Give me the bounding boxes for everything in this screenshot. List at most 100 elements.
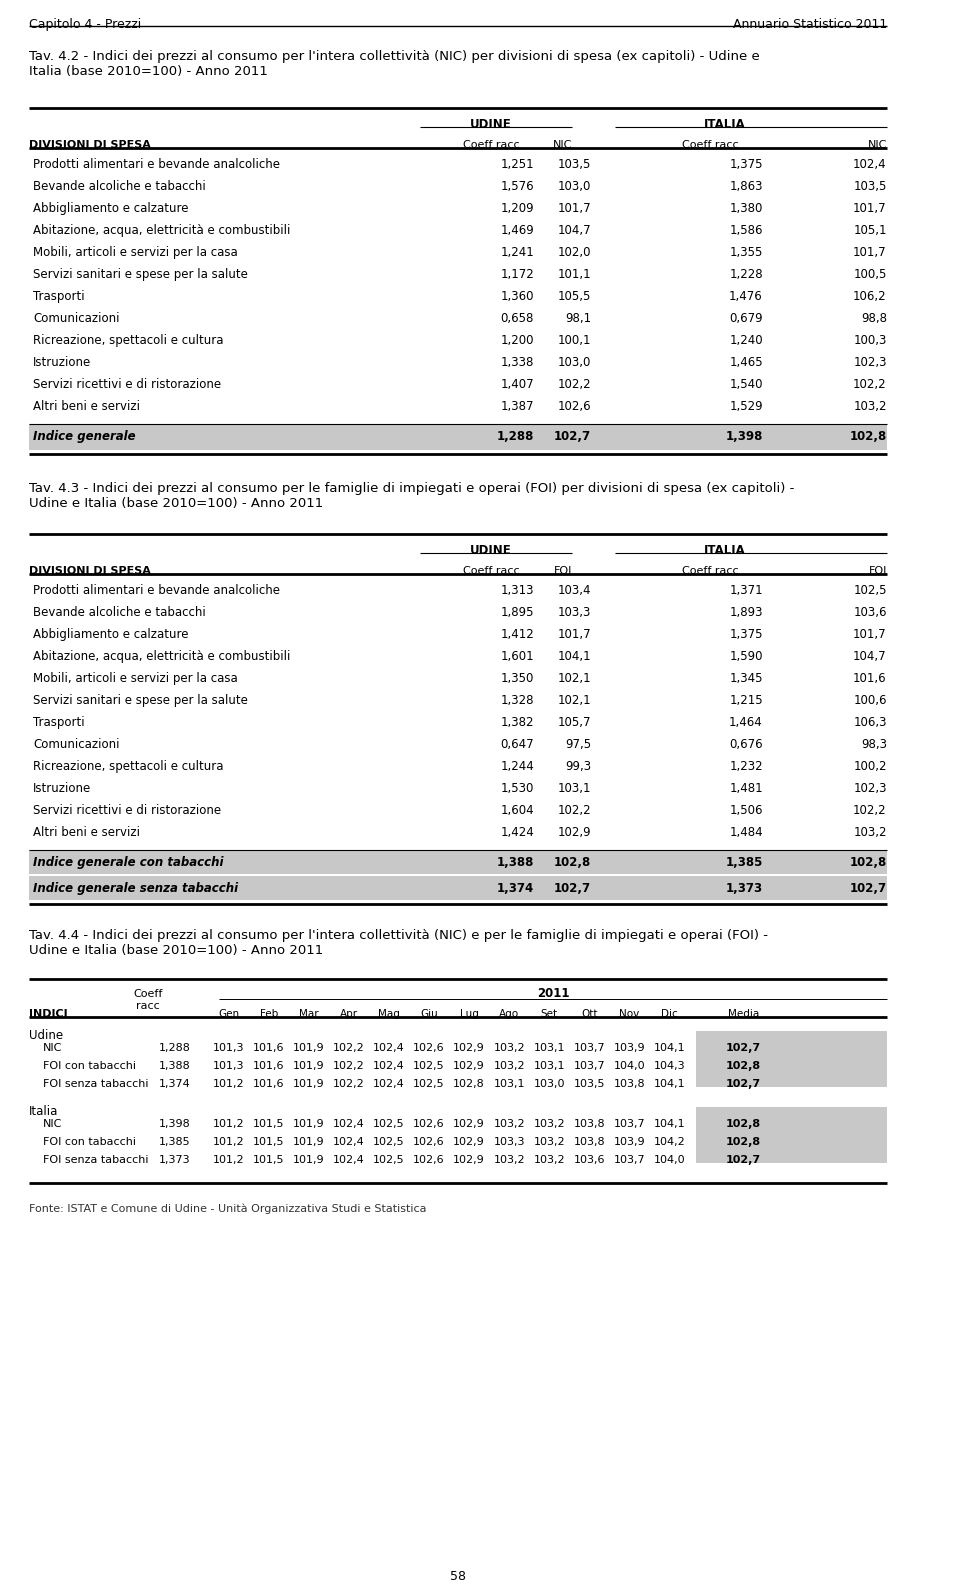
Text: Lug: Lug <box>460 1009 479 1018</box>
Text: Tav. 4.2 - Indici dei prezzi al consumo per l'intera collettività (NIC) per divi: Tav. 4.2 - Indici dei prezzi al consumo … <box>29 49 759 78</box>
Text: 100,1: 100,1 <box>558 334 591 347</box>
Text: 103,7: 103,7 <box>613 1155 645 1165</box>
Text: 101,3: 101,3 <box>213 1061 245 1071</box>
Text: NIC: NIC <box>43 1118 62 1130</box>
Text: 101,9: 101,9 <box>293 1061 324 1071</box>
Text: 102,4: 102,4 <box>333 1118 365 1130</box>
Text: 1,398: 1,398 <box>726 430 763 442</box>
Text: 102,5: 102,5 <box>373 1118 405 1130</box>
Bar <box>696 1142 887 1163</box>
Text: 102,3: 102,3 <box>853 356 887 369</box>
Text: Coeff
racc: Coeff racc <box>133 990 162 1010</box>
Text: 102,5: 102,5 <box>373 1155 405 1165</box>
Text: 1,388: 1,388 <box>159 1061 191 1071</box>
Text: Mar: Mar <box>300 1009 319 1018</box>
Text: 101,6: 101,6 <box>253 1044 285 1053</box>
Text: 0,658: 0,658 <box>500 312 534 325</box>
Text: 105,1: 105,1 <box>853 224 887 237</box>
Text: 1,387: 1,387 <box>500 399 534 414</box>
Text: NIC: NIC <box>868 140 887 150</box>
Text: 1,506: 1,506 <box>730 803 763 818</box>
Text: 102,2: 102,2 <box>333 1044 365 1053</box>
Text: 1,601: 1,601 <box>500 651 534 663</box>
Text: Indice generale senza tabacchi: Indice generale senza tabacchi <box>34 881 238 896</box>
Text: 1,288: 1,288 <box>496 430 534 442</box>
Text: 1,469: 1,469 <box>500 224 534 237</box>
Text: 98,3: 98,3 <box>861 738 887 751</box>
Text: Abbigliamento e calzature: Abbigliamento e calzature <box>34 628 189 641</box>
Text: 1,288: 1,288 <box>158 1044 191 1053</box>
Text: Indice generale con tabacchi: Indice generale con tabacchi <box>34 856 224 869</box>
Text: 1,209: 1,209 <box>500 202 534 215</box>
Text: Trasporti: Trasporti <box>34 290 85 302</box>
Text: Mobili, articoli e servizi per la casa: Mobili, articoli e servizi per la casa <box>34 671 238 686</box>
Text: 101,2: 101,2 <box>213 1155 245 1165</box>
Text: 1,388: 1,388 <box>496 856 534 869</box>
Text: 1,863: 1,863 <box>730 180 763 193</box>
Text: 101,7: 101,7 <box>853 202 887 215</box>
Text: Media: Media <box>728 1009 759 1018</box>
Text: 1,200: 1,200 <box>500 334 534 347</box>
Text: 102,2: 102,2 <box>853 803 887 818</box>
Text: 106,3: 106,3 <box>853 716 887 729</box>
Bar <box>29 850 887 873</box>
Text: 1,895: 1,895 <box>500 606 534 619</box>
Text: 101,1: 101,1 <box>558 267 591 282</box>
Text: 1,241: 1,241 <box>500 247 534 259</box>
Text: 100,5: 100,5 <box>853 267 887 282</box>
Text: 1,604: 1,604 <box>500 803 534 818</box>
Text: 103,2: 103,2 <box>493 1044 525 1053</box>
Text: 1,215: 1,215 <box>730 694 763 706</box>
Bar <box>696 1107 887 1126</box>
Text: 1,374: 1,374 <box>159 1079 191 1088</box>
Text: 0,679: 0,679 <box>730 312 763 325</box>
Text: 103,1: 103,1 <box>558 783 591 796</box>
Text: 103,7: 103,7 <box>613 1118 645 1130</box>
Text: 102,8: 102,8 <box>453 1079 485 1088</box>
Text: 101,9: 101,9 <box>293 1079 324 1088</box>
Text: 1,576: 1,576 <box>500 180 534 193</box>
Text: 1,382: 1,382 <box>500 716 534 729</box>
Text: 102,4: 102,4 <box>373 1079 405 1088</box>
Text: 102,7: 102,7 <box>726 1155 761 1165</box>
Text: Comunicazioni: Comunicazioni <box>34 312 120 325</box>
Text: 1,338: 1,338 <box>500 356 534 369</box>
Text: 102,6: 102,6 <box>413 1138 444 1147</box>
Text: 1,893: 1,893 <box>730 606 763 619</box>
Text: 102,5: 102,5 <box>373 1138 405 1147</box>
Text: 101,5: 101,5 <box>253 1155 285 1165</box>
Text: 104,2: 104,2 <box>654 1138 685 1147</box>
Text: 102,8: 102,8 <box>726 1118 761 1130</box>
Text: 0,647: 0,647 <box>500 738 534 751</box>
Text: 1,465: 1,465 <box>730 356 763 369</box>
Text: Abitazione, acqua, elettricità e combustibili: Abitazione, acqua, elettricità e combust… <box>34 224 291 237</box>
Text: 102,5: 102,5 <box>413 1079 444 1088</box>
Text: 103,8: 103,8 <box>613 1079 645 1088</box>
Text: 103,5: 103,5 <box>558 158 591 170</box>
Text: 1,464: 1,464 <box>729 716 763 729</box>
Text: 1,313: 1,313 <box>500 584 534 597</box>
Text: FOI con tabacchi: FOI con tabacchi <box>43 1061 136 1071</box>
Text: 1,484: 1,484 <box>730 826 763 838</box>
Text: Altri beni e servizi: Altri beni e servizi <box>34 399 140 414</box>
Text: 102,4: 102,4 <box>853 158 887 170</box>
Text: 1,530: 1,530 <box>500 783 534 796</box>
Text: 102,9: 102,9 <box>453 1155 485 1165</box>
Text: 101,5: 101,5 <box>253 1118 285 1130</box>
Text: 1,481: 1,481 <box>730 783 763 796</box>
Text: 103,7: 103,7 <box>573 1061 605 1071</box>
Text: 103,7: 103,7 <box>573 1044 605 1053</box>
Text: 102,3: 102,3 <box>853 783 887 796</box>
Text: FOI con tabacchi: FOI con tabacchi <box>43 1138 136 1147</box>
Text: 103,5: 103,5 <box>853 180 887 193</box>
Bar <box>696 1125 887 1146</box>
Text: 103,6: 103,6 <box>573 1155 605 1165</box>
Text: NIC: NIC <box>553 140 572 150</box>
Text: Servizi sanitari e spese per la salute: Servizi sanitari e spese per la salute <box>34 694 249 706</box>
Text: 101,7: 101,7 <box>558 202 591 215</box>
Text: 102,0: 102,0 <box>558 247 591 259</box>
Text: Mag: Mag <box>378 1009 400 1018</box>
Text: 103,2: 103,2 <box>853 826 887 838</box>
Text: 1,350: 1,350 <box>500 671 534 686</box>
Text: Ott: Ott <box>581 1009 597 1018</box>
